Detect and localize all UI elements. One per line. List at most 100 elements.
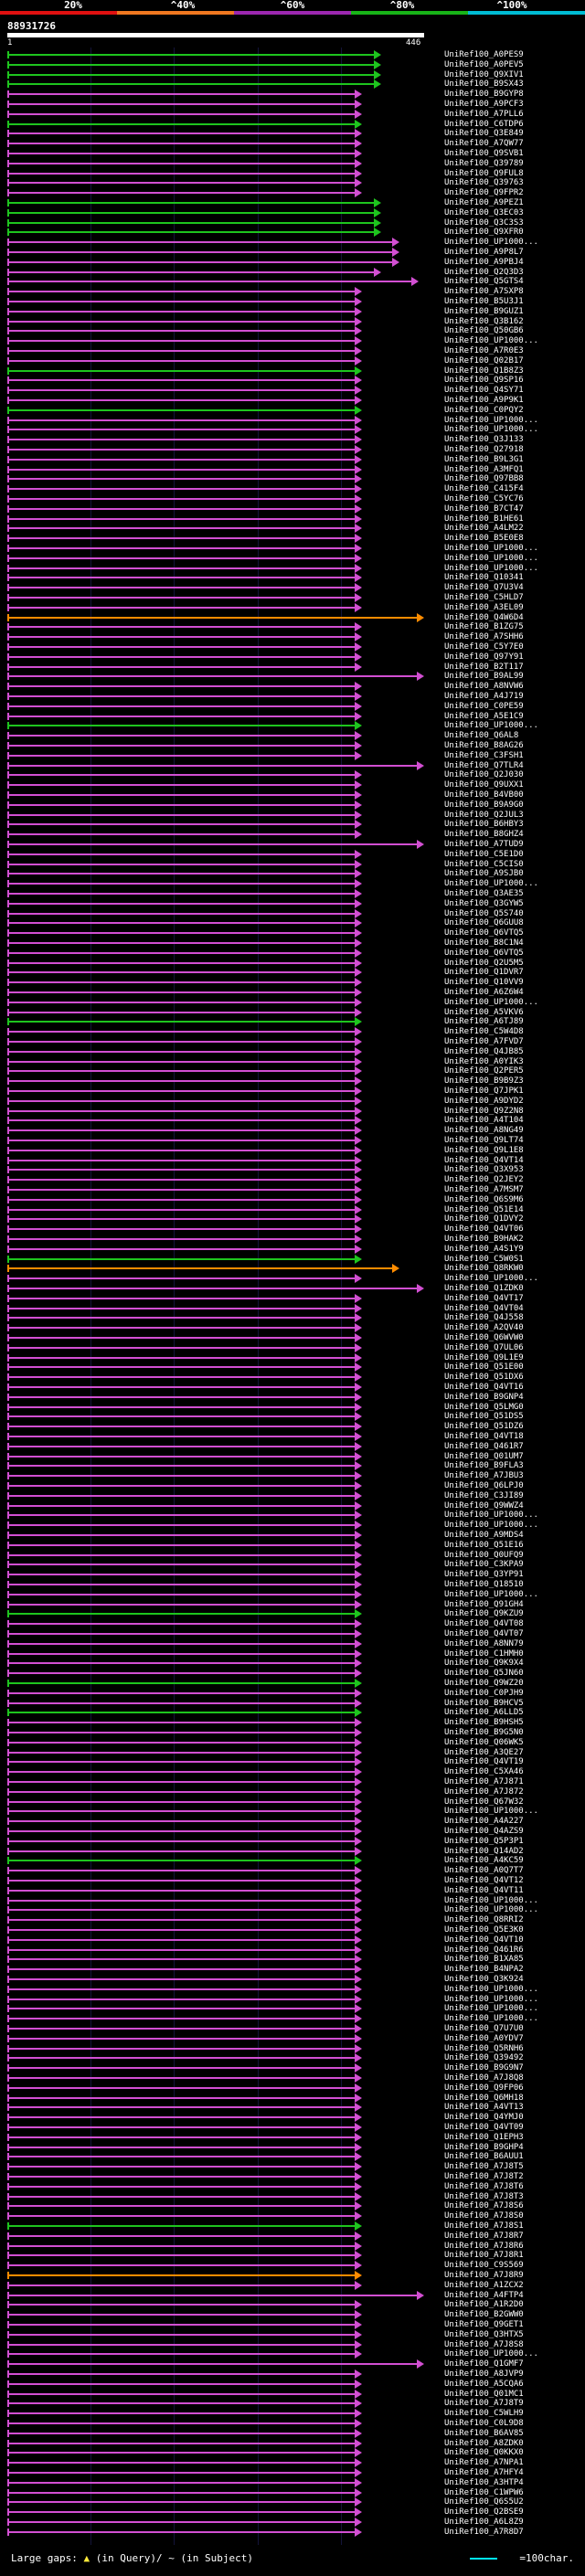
hit-row[interactable]: UniRef100_A7PLL6 [0,109,585,120]
hit-label[interactable]: UniRef100_A7J8R1 [444,2251,524,2261]
hit-row[interactable]: UniRef100_Q4VT14 [0,1155,585,1166]
hit-row[interactable]: UniRef100_Q39763 [0,177,585,188]
hit-row[interactable]: UniRef100_A4T104 [0,1115,585,1126]
hit-row[interactable]: UniRef100_Q0KKX0 [0,2447,585,2458]
hit-row[interactable]: UniRef100_Q91GH4 [0,1599,585,1610]
hit-label[interactable]: UniRef100_UP1000... [444,997,538,1007]
hit-row[interactable]: UniRef100_UP1000... [0,878,585,889]
hit-label[interactable]: UniRef100_A4S1Y9 [444,1244,524,1254]
hit-row[interactable]: UniRef100_Q4VT10 [0,1935,585,1945]
hit-row[interactable]: UniRef100_A4FTP4 [0,2290,585,2301]
hit-row[interactable]: UniRef100_B6AV85 [0,2428,585,2439]
hit-row[interactable]: UniRef100_B9GUZ1 [0,306,585,317]
hit-label[interactable]: UniRef100_A8NVW6 [444,682,524,692]
hit-row[interactable]: UniRef100_UP1000... [0,1984,585,1995]
hit-label[interactable]: UniRef100_A7JBU3 [444,1471,524,1481]
hit-label[interactable]: UniRef100_Q9XIV1 [444,69,524,80]
hit-row[interactable]: UniRef100_Q6S9M6 [0,1194,585,1205]
hit-row[interactable]: UniRef100_Q9XIV1 [0,69,585,80]
hit-row[interactable]: UniRef100_A3QE27 [0,1747,585,1758]
hit-label[interactable]: UniRef100_UP1000... [444,1994,538,2004]
hit-row[interactable]: UniRef100_A9PEZ1 [0,197,585,208]
hit-row[interactable]: UniRef100_Q51E00 [0,1362,585,1373]
hit-label[interactable]: UniRef100_Q4VT19 [444,1757,524,1767]
hit-row[interactable]: UniRef100_B9HAK2 [0,1234,585,1245]
hit-row[interactable]: UniRef100_Q9SVB1 [0,148,585,159]
hit-row[interactable]: UniRef100_A9P8L7 [0,247,585,258]
hit-label[interactable]: UniRef100_UP1000... [444,2014,538,2024]
hit-label[interactable]: UniRef100_Q39789 [444,158,524,168]
hit-row[interactable]: UniRef100_Q51DS5 [0,1411,585,1422]
hit-label[interactable]: UniRef100_A8NN79 [444,1638,524,1648]
hit-row[interactable]: UniRef100_Q9FPR2 [0,187,585,198]
hit-label[interactable]: UniRef100_B9GYP8 [444,90,524,100]
hit-row[interactable]: UniRef100_A7J8S8 [0,2339,585,2350]
hit-label[interactable]: UniRef100_Q2J030 [444,770,524,780]
hit-row[interactable]: UniRef100_Q3C3S3 [0,217,585,228]
hit-label[interactable]: UniRef100_Q9FPR2 [444,188,524,198]
hit-label[interactable]: UniRef100_Q2JUL3 [444,810,524,820]
hit-label[interactable]: UniRef100_A6Z6W4 [444,988,524,997]
hit-row[interactable]: UniRef100_Q9WWZ4 [0,1500,585,1511]
hit-label[interactable]: UniRef100_A4J719 [444,692,524,701]
hit-label[interactable]: UniRef100_A0YDV7 [444,2033,524,2043]
hit-label[interactable]: UniRef100_Q4VT11 [444,1885,524,1895]
hit-row[interactable]: UniRef100_Q50GB6 [0,325,585,336]
hit-label[interactable]: UniRef100_Q6WVW0 [444,1333,524,1342]
hit-row[interactable]: UniRef100_Q9KZU9 [0,1608,585,1619]
hit-label[interactable]: UniRef100_B9AL99 [444,672,524,682]
hit-row[interactable]: UniRef100_C9S569 [0,2260,585,2271]
hit-label[interactable]: UniRef100_A0Q7T7 [444,1866,524,1876]
hit-label[interactable]: UniRef100_Q8RRI2 [444,1915,524,1925]
hit-row[interactable]: UniRef100_A0PEV5 [0,59,585,70]
hit-row[interactable]: UniRef100_Q6MH18 [0,2093,585,2104]
hit-label[interactable]: UniRef100_A9PCF3 [444,100,524,109]
hit-row[interactable]: UniRef100_Q9FP06 [0,2083,585,2094]
hit-row[interactable]: UniRef100_A8NG49 [0,1125,585,1136]
hit-label[interactable]: UniRef100_C5XA46 [444,1767,524,1777]
hit-row[interactable]: UniRef100_Q8RKW0 [0,1263,585,1274]
hit-row[interactable]: UniRef100_B9B9Z3 [0,1076,585,1087]
hit-row[interactable]: UniRef100_UP1000... [0,1806,585,1817]
hit-label[interactable]: UniRef100_Q3B162 [444,316,524,326]
hit-label[interactable]: UniRef100_Q3E849 [444,129,524,139]
hit-row[interactable]: UniRef100_Q461R6 [0,1945,585,1956]
hit-row[interactable]: UniRef100_Q9K9X4 [0,1658,585,1669]
hit-label[interactable]: UniRef100_A0YIK3 [444,1056,524,1066]
hit-row[interactable]: UniRef100_Q2U5M5 [0,958,585,969]
hit-row[interactable]: UniRef100_Q4AZS9 [0,1826,585,1837]
hit-row[interactable]: UniRef100_A7FVD7 [0,1036,585,1047]
hit-row[interactable]: UniRef100_A2QV40 [0,1322,585,1333]
hit-label[interactable]: UniRef100_Q9XFR0 [444,228,524,238]
hit-label[interactable]: UniRef100_A7TUD9 [444,840,524,849]
hit-label[interactable]: UniRef100_A6LLD5 [444,1708,524,1718]
hit-label[interactable]: UniRef100_Q9SVB1 [444,149,524,158]
hit-label[interactable]: UniRef100_A7J8S6 [444,2201,524,2211]
hit-row[interactable]: UniRef100_B4VB00 [0,790,585,800]
hit-row[interactable]: UniRef100_A7R8D7 [0,2527,585,2538]
hit-row[interactable]: UniRef100_Q2JEY2 [0,1174,585,1185]
hit-row[interactable]: UniRef100_A7J8S0 [0,2210,585,2221]
hit-row[interactable]: UniRef100_A4A227 [0,1816,585,1827]
hit-row[interactable]: UniRef100_Q39789 [0,158,585,169]
hit-row[interactable]: UniRef100_Q4W6D4 [0,612,585,623]
hit-label[interactable]: UniRef100_Q3J133 [444,435,524,445]
hit-row[interactable]: UniRef100_A9P9K1 [0,395,585,406]
hit-label[interactable]: UniRef100_Q5GTS4 [444,277,524,287]
hit-row[interactable]: UniRef100_Q1ZDK0 [0,1283,585,1294]
hit-row[interactable]: UniRef100_A6L8Z9 [0,2517,585,2528]
hit-label[interactable]: UniRef100_C0PQY2 [444,405,524,415]
hit-label[interactable]: UniRef100_C1HMH0 [444,1648,524,1659]
hit-label[interactable]: UniRef100_Q6S9M6 [444,1194,524,1204]
hit-row[interactable]: UniRef100_B9G9N7 [0,2062,585,2073]
hit-row[interactable]: UniRef100_Q9WZ20 [0,1678,585,1689]
hit-label[interactable]: UniRef100_B9GNP4 [444,1392,524,1402]
hit-label[interactable]: UniRef100_UP1000... [444,2349,538,2359]
hit-label[interactable]: UniRef100_A7J8S1 [444,2221,524,2231]
hit-label[interactable]: UniRef100_A7SXP8 [444,287,524,297]
hit-row[interactable]: UniRef100_Q9Z2N8 [0,1106,585,1117]
hit-row[interactable]: UniRef100_B8AG26 [0,740,585,751]
hit-label[interactable]: UniRef100_A9PBJ4 [444,257,524,267]
hit-row[interactable]: UniRef100_B1XA85 [0,1954,585,1965]
hit-label[interactable]: UniRef100_UP1000... [444,553,538,563]
